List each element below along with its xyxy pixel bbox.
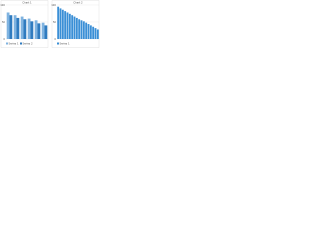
bar (85, 22, 88, 39)
bar (6, 12, 10, 39)
panel (51, 0, 100, 48)
bar (34, 20, 38, 39)
legend-swatch (57, 42, 59, 45)
bar (96, 29, 99, 39)
bar (71, 15, 74, 39)
legend-swatch (20, 42, 22, 45)
bar (68, 13, 71, 39)
legend-label: Series 1 (9, 42, 19, 46)
bar (27, 18, 31, 39)
chart-page: Chart 1 0 50 100 Series 1 Series 2 Chart 2 0 50 1… (0, 0, 100, 48)
bar (20, 16, 24, 39)
chart-title: Chart 1 (22, 1, 32, 5)
bar (16, 17, 20, 39)
bar (44, 25, 48, 39)
bar (37, 23, 41, 39)
legend-label: Series 1 (60, 42, 70, 46)
y-tick-label: 100 (0, 3, 5, 7)
bar (66, 12, 69, 39)
y-tick-label: 50 (53, 20, 57, 24)
y-tick-label: 50 (2, 20, 6, 24)
bar (61, 9, 64, 39)
bar (87, 24, 90, 39)
bar (94, 28, 97, 39)
y-tick-label: 0 (54, 37, 56, 41)
bar (92, 26, 95, 39)
bar (89, 25, 92, 39)
bar (23, 19, 27, 39)
bar (78, 19, 81, 39)
bar (30, 21, 34, 39)
legend-label: Series 2 (23, 42, 33, 46)
bar (59, 8, 62, 39)
panel (0, 0, 49, 48)
bar (73, 16, 76, 39)
legend-swatch (6, 42, 8, 45)
bar (82, 21, 85, 39)
bar (64, 11, 67, 40)
bar (57, 6, 60, 39)
chart-title: Chart 2 (73, 1, 83, 5)
bar (80, 20, 83, 39)
bar (13, 15, 17, 39)
bar (75, 17, 78, 39)
y-tick-label: 100 (51, 3, 56, 7)
bar (9, 15, 13, 39)
bar (41, 22, 45, 39)
y-tick-label: 0 (3, 37, 5, 41)
